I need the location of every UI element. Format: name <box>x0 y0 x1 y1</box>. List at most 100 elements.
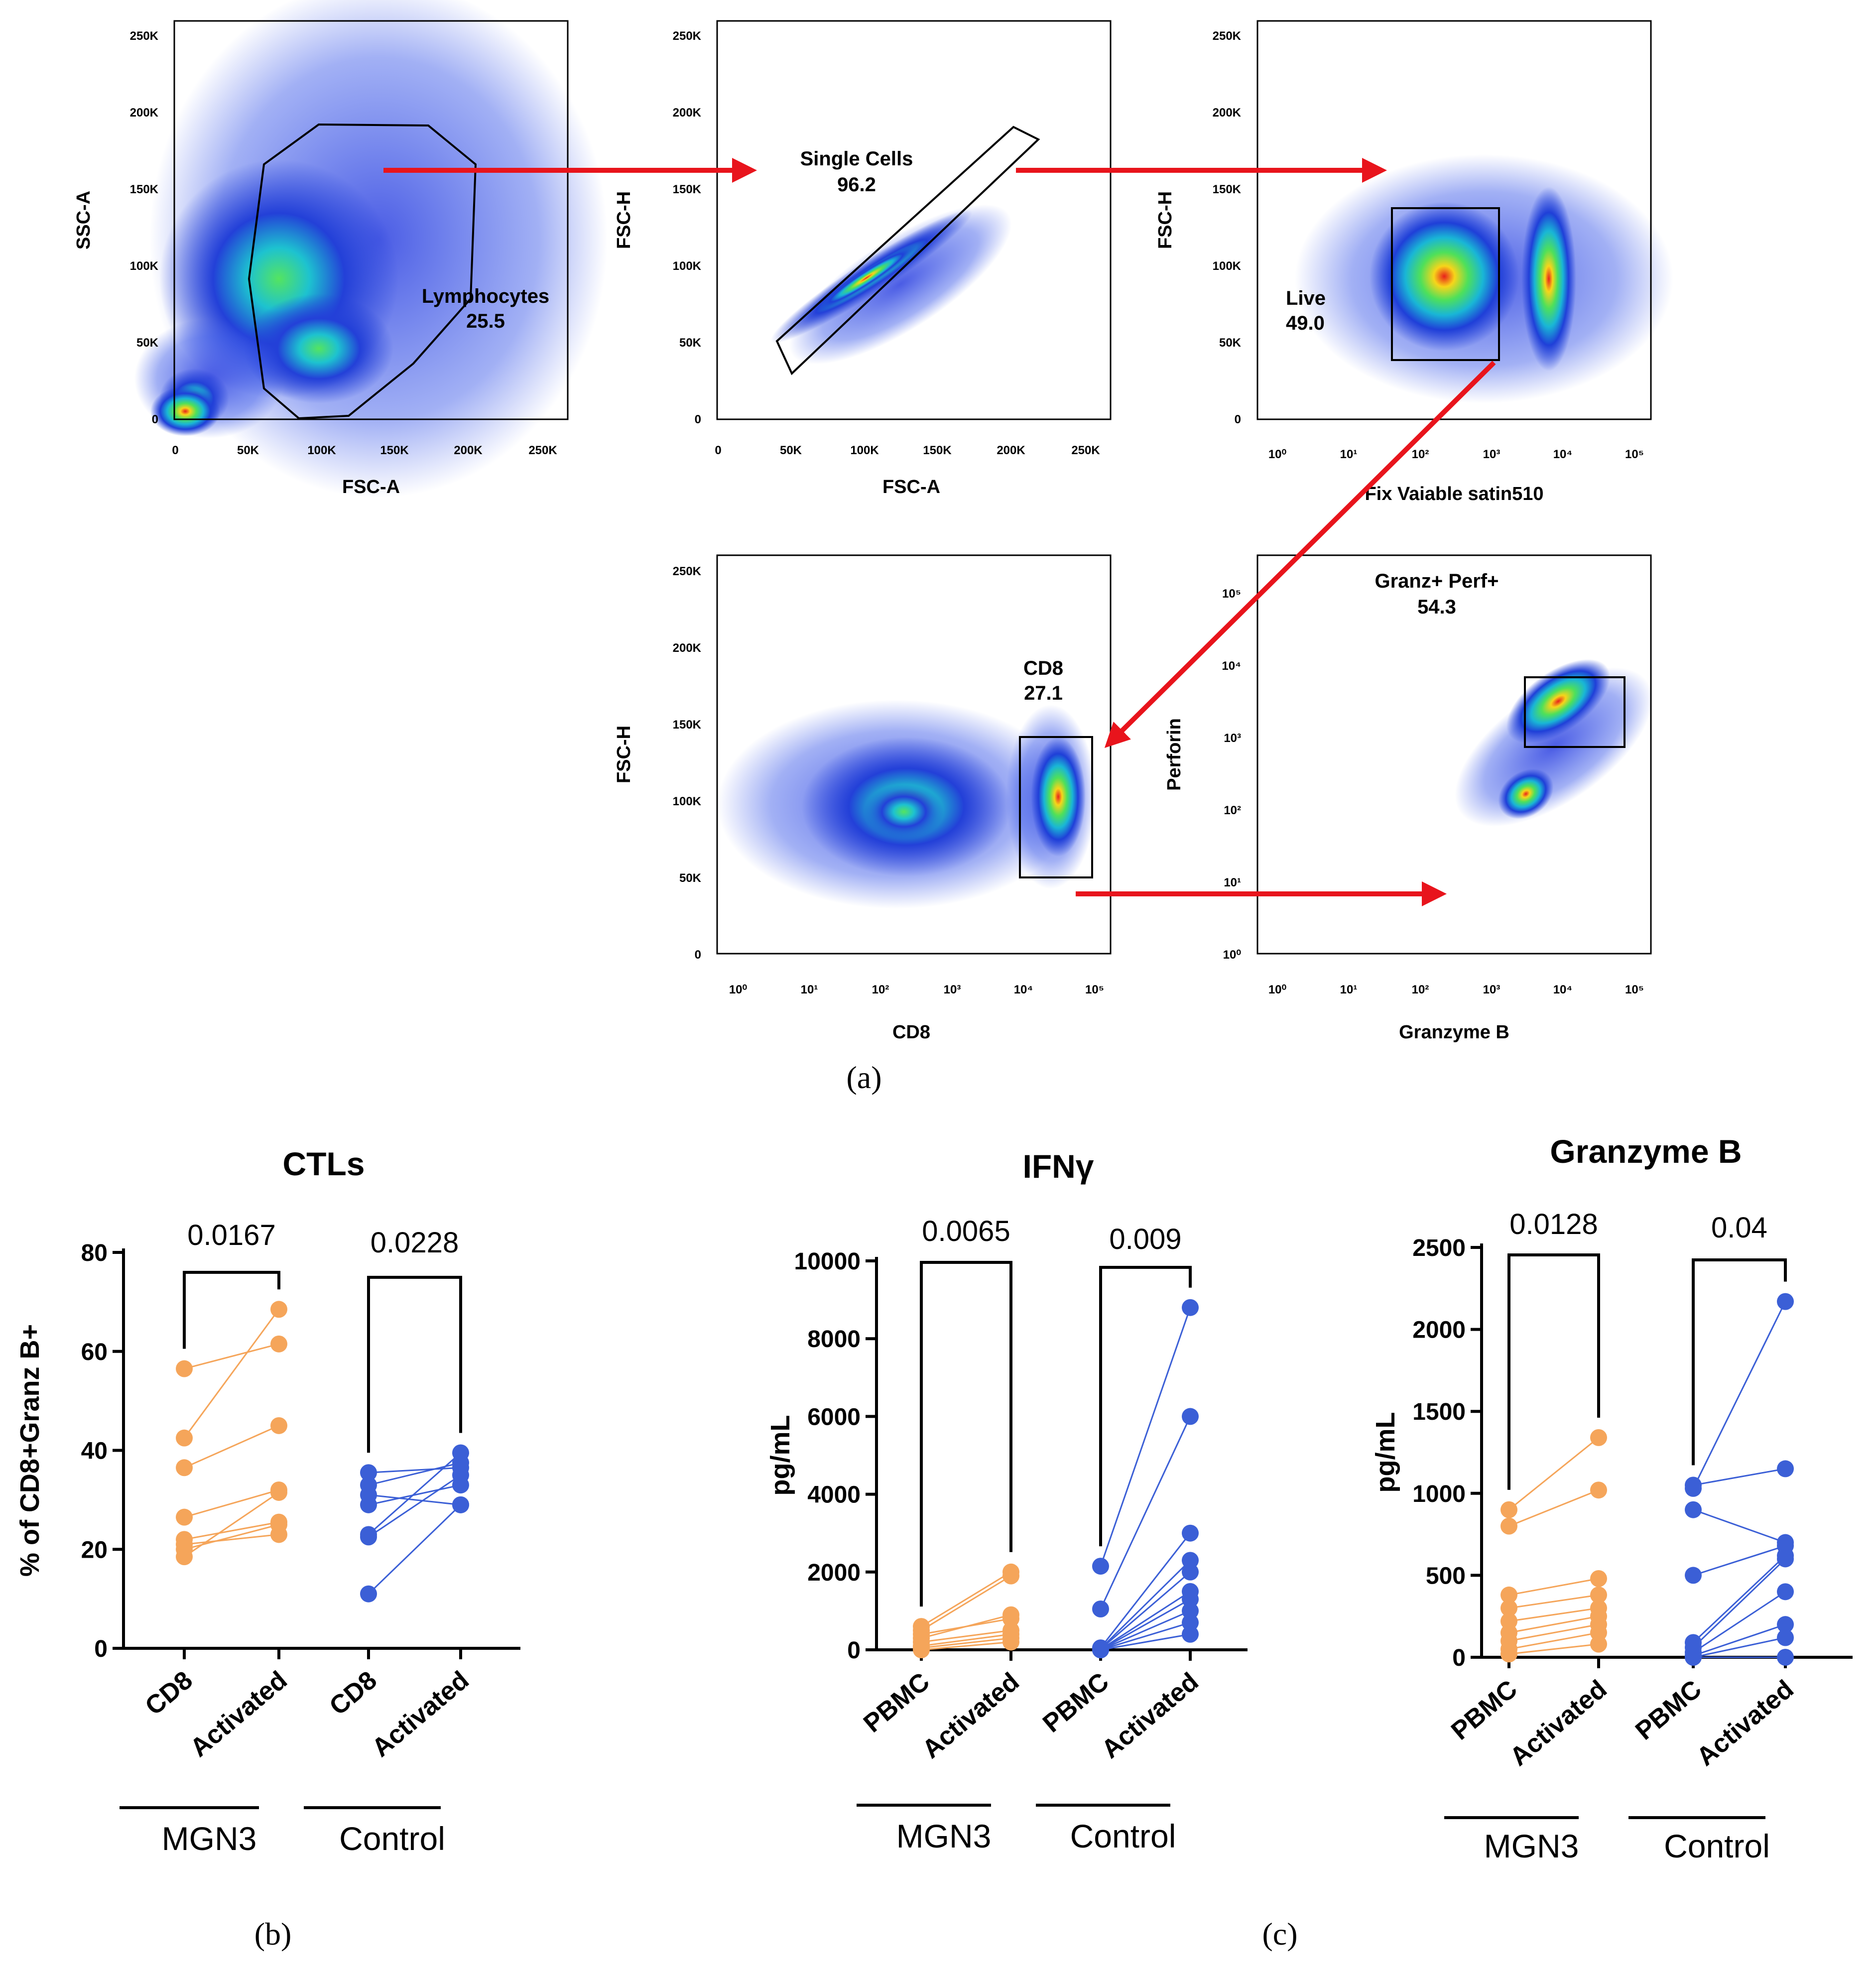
pair-line <box>921 1633 1011 1647</box>
plot-frame <box>1256 20 1652 420</box>
data-point <box>1182 1614 1199 1631</box>
pair-line <box>1692 1555 1786 1643</box>
svg-text:0: 0 <box>152 413 158 426</box>
svg-text:49.0: 49.0 <box>1286 312 1325 334</box>
pair-line <box>368 1494 461 1506</box>
data-point <box>1182 1299 1199 1316</box>
svg-text:10⁵: 10⁵ <box>1085 983 1104 996</box>
svg-text:10⁴: 10⁴ <box>1553 983 1573 996</box>
data-point <box>1182 1552 1199 1569</box>
svg-text:10²: 10² <box>872 983 889 996</box>
live-gate <box>1391 207 1500 361</box>
x-axis-label: FSC-A <box>882 477 940 497</box>
density-cloud <box>134 0 608 498</box>
data-point <box>1092 1558 1109 1575</box>
svg-text:50K: 50K <box>237 444 259 457</box>
y-tick-label: 40 <box>81 1438 108 1465</box>
svg-text:0: 0 <box>1235 413 1241 426</box>
x-tick-label: Activated <box>917 1667 1025 1764</box>
data-point <box>452 1444 469 1462</box>
data-point <box>360 1496 377 1513</box>
svg-text:150K: 150K <box>380 444 409 457</box>
x-tick-label: Activated <box>1096 1667 1204 1764</box>
gate-label: Granz+ Perf+ 54.3 <box>1375 570 1499 618</box>
data-point <box>270 1516 287 1533</box>
panel-label-b: (b) <box>254 1916 292 1952</box>
y-tick-label: 80 <box>81 1240 108 1266</box>
data-point <box>1777 1550 1794 1568</box>
svg-text:Granz+ Perf+: Granz+ Perf+ <box>1375 570 1499 592</box>
data-point <box>1685 1567 1702 1584</box>
gate-label: CD8 27.1 <box>1023 657 1063 704</box>
data-point <box>270 1417 287 1434</box>
density-cloud <box>1455 659 1653 827</box>
svg-text:10¹: 10¹ <box>801 983 818 996</box>
x-tick-label: Activated <box>1691 1675 1799 1772</box>
significance-bracket <box>1507 1253 1600 1490</box>
x-axis-label: Granzyme B <box>1399 1022 1509 1043</box>
chart-title: CTLs <box>283 1145 365 1182</box>
panel-label-c: (c) <box>1262 1916 1297 1952</box>
svg-text:10⁰: 10⁰ <box>729 983 748 996</box>
data-point <box>1590 1570 1607 1587</box>
y-ticks: 0 50K 100K 150K 200K 250K <box>673 29 702 426</box>
svg-text:10¹: 10¹ <box>1340 983 1358 996</box>
pair-line <box>921 1629 1011 1643</box>
group-label: Control <box>1664 1828 1770 1864</box>
pair-line <box>1100 1599 1191 1651</box>
granz-perf-gate <box>1524 676 1626 748</box>
pair-line <box>1692 1301 1786 1489</box>
plot-frame <box>173 20 569 420</box>
svg-text:100K: 100K <box>130 259 159 273</box>
svg-text:0: 0 <box>715 444 721 457</box>
flow-plot-live: Live 49.0 Fix Vaiable satin510 FSC-H 10⁰… <box>1155 20 1673 504</box>
p-value: 0.0228 <box>371 1227 459 1259</box>
pair-line <box>1508 1632 1599 1650</box>
svg-text:10¹: 10¹ <box>1224 876 1241 889</box>
data-point <box>1182 1602 1199 1619</box>
data-point <box>1501 1586 1517 1603</box>
svg-text:100K: 100K <box>673 259 702 273</box>
pair-line <box>1100 1416 1191 1609</box>
x-tick-label: Activated <box>185 1666 293 1763</box>
density-cloud <box>717 700 1096 909</box>
data-point <box>1501 1517 1517 1535</box>
p-value: 0.0167 <box>187 1219 275 1251</box>
data-point <box>1777 1616 1794 1633</box>
y-tick-label: 2500 <box>1412 1235 1466 1261</box>
chart-ifng: IFNγ0200040006000800010000pg/mLPBMCActiv… <box>765 1148 1248 1854</box>
y-axis-label: FSC-H <box>614 191 634 249</box>
flow-plot-cd8: CD8 27.1 CD8 FSC-H 10⁰ 10¹ 10² 10³ 10⁴ 1… <box>614 554 1112 1043</box>
x-axis-label: Fix Vaiable satin510 <box>1365 484 1543 504</box>
y-axis-label: SSC-A <box>73 191 94 249</box>
svg-text:10³: 10³ <box>1483 448 1501 461</box>
svg-text:200K: 200K <box>130 106 159 120</box>
y-ticks: 0 50K 100K 150K 200K 250K <box>673 565 702 962</box>
p-value: 0.0065 <box>922 1215 1010 1247</box>
y-axis-label: FSC-H <box>1155 191 1176 249</box>
data-point <box>452 1467 469 1484</box>
svg-text:200K: 200K <box>997 444 1025 457</box>
pair-line <box>368 1474 461 1538</box>
pair-line <box>1693 1468 1786 1486</box>
chart-title: IFNγ <box>1022 1148 1094 1185</box>
svg-text:10⁵: 10⁵ <box>1222 587 1241 601</box>
pair-line <box>184 1521 279 1540</box>
plot-frame <box>716 20 1112 420</box>
chart-granzyme: Granzyme B05001000150020002500pg/mLPBMCA… <box>1371 1133 1853 1864</box>
pair-line <box>183 1309 280 1439</box>
svg-text:CD8: CD8 <box>1023 657 1063 679</box>
group-label: Control <box>339 1820 445 1857</box>
data-point <box>1182 1625 1199 1643</box>
svg-text:200K: 200K <box>1213 106 1242 120</box>
svg-text:250K: 250K <box>528 444 557 457</box>
pair-line <box>921 1637 1011 1649</box>
pair-line <box>184 1425 279 1469</box>
pair-line <box>368 1484 461 1506</box>
y-axis-label: Perforin <box>1164 718 1185 791</box>
pair-line <box>368 1467 461 1474</box>
svg-text:10⁰: 10⁰ <box>1223 948 1242 962</box>
data-point <box>1501 1501 1517 1518</box>
